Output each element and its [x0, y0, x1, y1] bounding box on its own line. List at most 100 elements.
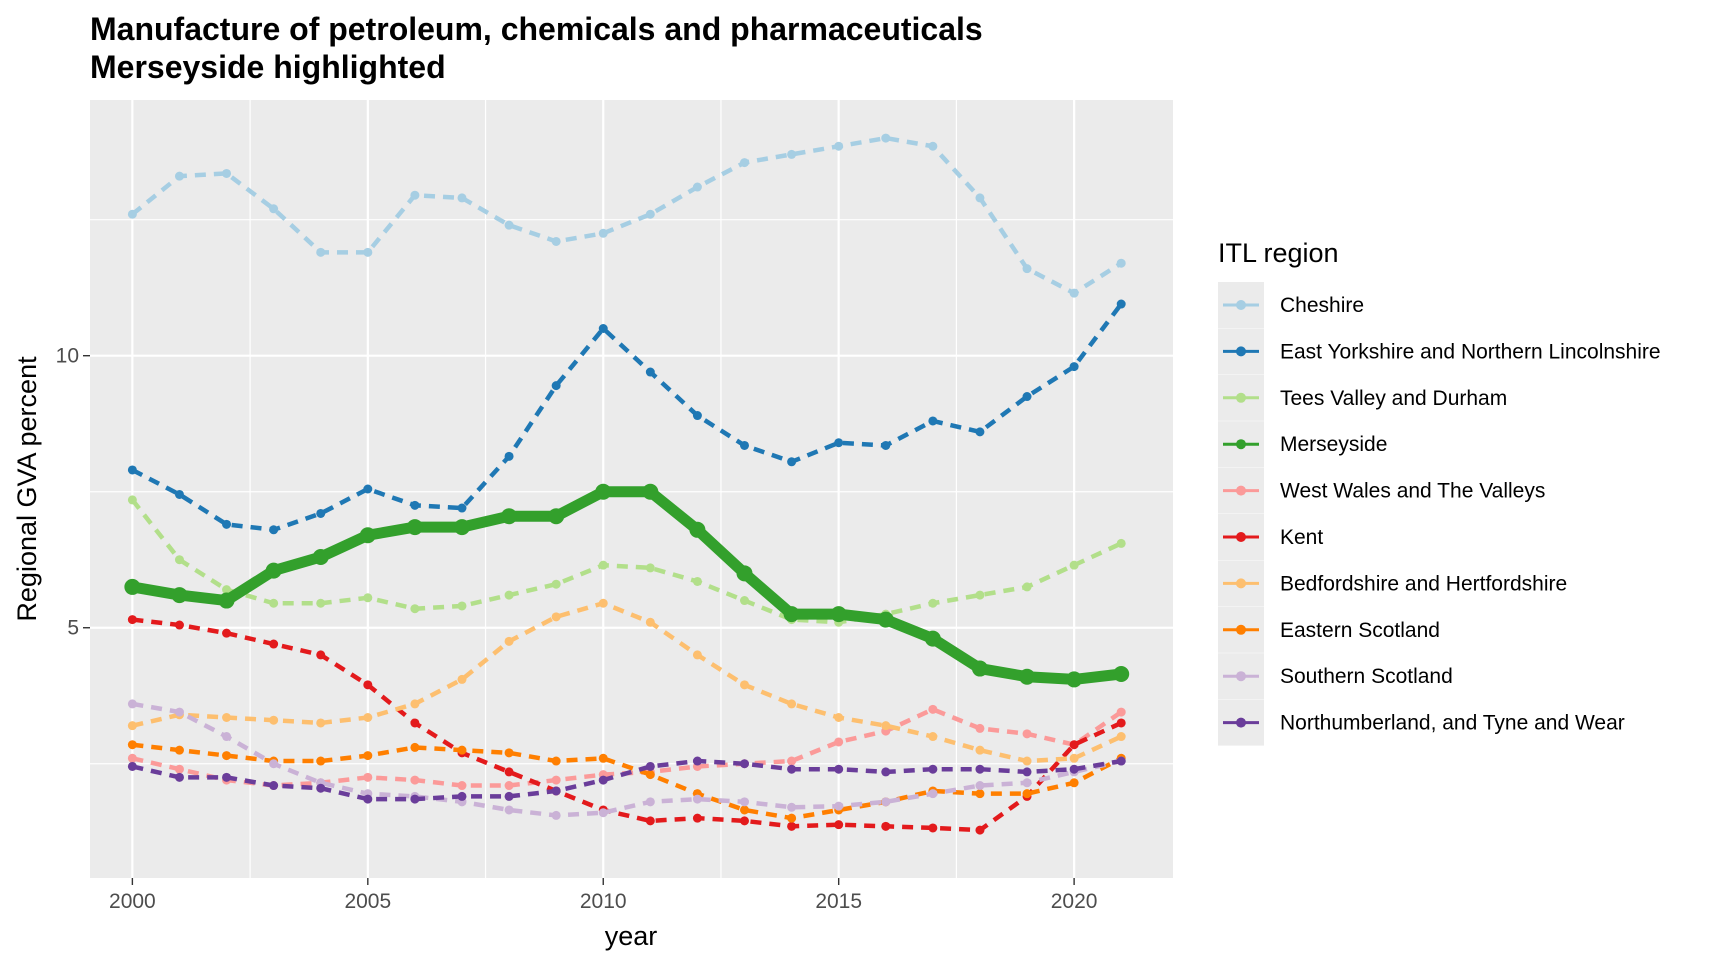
data-point [642, 483, 659, 500]
data-point [410, 775, 420, 785]
legend-item: Eastern Scotland [1218, 606, 1440, 653]
data-point [316, 650, 326, 660]
data-point [1019, 668, 1036, 685]
data-point [222, 732, 232, 742]
legend-key-point [1236, 300, 1246, 310]
data-point [740, 816, 750, 826]
legend-item: West Wales and The Valleys [1218, 467, 1545, 514]
series-line [132, 617, 1123, 833]
legend-item: Northumberland, and Tyne and Wear [1218, 699, 1625, 746]
data-point [975, 590, 985, 600]
data-point [363, 680, 373, 690]
legend-label: Kent [1280, 526, 1323, 549]
legend-item: Southern Scotland [1218, 653, 1453, 700]
data-point [787, 457, 797, 467]
data-point [740, 797, 750, 807]
data-point [975, 193, 985, 203]
data-point [363, 751, 373, 761]
data-point [881, 440, 891, 450]
data-point [598, 324, 608, 334]
data-point [645, 816, 655, 826]
data-point [548, 508, 565, 525]
legend-key-point [1236, 439, 1246, 450]
data-point [127, 495, 137, 505]
data-point [269, 639, 279, 649]
data-point [877, 611, 894, 628]
chart-subtitle: Merseyside highlighted [90, 49, 446, 85]
legend-key-point [1236, 485, 1246, 496]
data-point [316, 756, 326, 766]
data-point [740, 759, 750, 769]
data-point [316, 598, 326, 608]
data-point [1022, 767, 1032, 777]
legend-label: Tees Valley and Durham [1280, 387, 1507, 410]
data-point [363, 772, 373, 782]
data-point [174, 489, 184, 499]
data-point [975, 789, 985, 799]
x-tick-label: 2010 [580, 890, 627, 913]
data-point [692, 576, 702, 586]
legend-item: Bedfordshire and Hertfordshire [1218, 560, 1567, 607]
data-point [363, 593, 373, 603]
data-point [127, 209, 137, 219]
legend-key-point [1236, 578, 1246, 589]
data-point [359, 527, 376, 544]
data-point [971, 660, 988, 677]
data-point [1113, 665, 1130, 682]
data-point [834, 141, 844, 151]
series-line [130, 135, 1123, 296]
data-point [834, 820, 844, 830]
series-tees-valley-and-durham [127, 495, 1126, 627]
data-point [501, 508, 518, 525]
data-point [928, 704, 938, 714]
legend-item: Cheshire [1218, 282, 1364, 328]
data-point [834, 801, 844, 811]
data-point [316, 247, 326, 257]
data-point [928, 789, 938, 799]
data-point [551, 236, 561, 246]
data-point [1022, 778, 1032, 788]
data-point [551, 756, 561, 766]
data-point [269, 759, 279, 769]
data-point [740, 596, 750, 606]
data-point [598, 753, 608, 763]
data-point [834, 737, 844, 747]
data-point [127, 615, 137, 625]
data-point [787, 756, 797, 766]
data-point [1116, 299, 1126, 309]
series-line [131, 701, 1122, 818]
data-point [975, 781, 985, 791]
legend-label: Eastern Scotland [1280, 619, 1440, 642]
data-point [127, 740, 137, 750]
series-line [131, 758, 1122, 802]
data-point [222, 751, 232, 761]
data-point [1022, 582, 1032, 592]
data-point [410, 500, 420, 510]
data-point [363, 247, 373, 257]
data-point [928, 764, 938, 774]
data-point [881, 767, 891, 777]
data-point [881, 821, 891, 831]
data-point [692, 650, 702, 660]
data-point [410, 718, 420, 728]
data-point [928, 141, 938, 151]
data-point [222, 168, 232, 178]
data-point [269, 715, 279, 725]
data-point [1116, 732, 1126, 742]
data-point [740, 158, 750, 168]
data-point [316, 718, 326, 728]
data-point [645, 563, 655, 573]
data-point [740, 680, 750, 690]
data-point [316, 783, 326, 793]
data-point [928, 598, 938, 608]
data-point [740, 440, 750, 450]
data-point [645, 761, 655, 771]
legend-key-point [1236, 532, 1246, 542]
data-point [1022, 789, 1032, 799]
legend-key-point [1236, 346, 1246, 357]
data-point [127, 465, 137, 475]
data-point [1069, 740, 1079, 750]
data-point [218, 592, 235, 609]
series-east-yorkshire-and-northern-lincolnshire [127, 299, 1126, 535]
series-layer [124, 133, 1130, 835]
